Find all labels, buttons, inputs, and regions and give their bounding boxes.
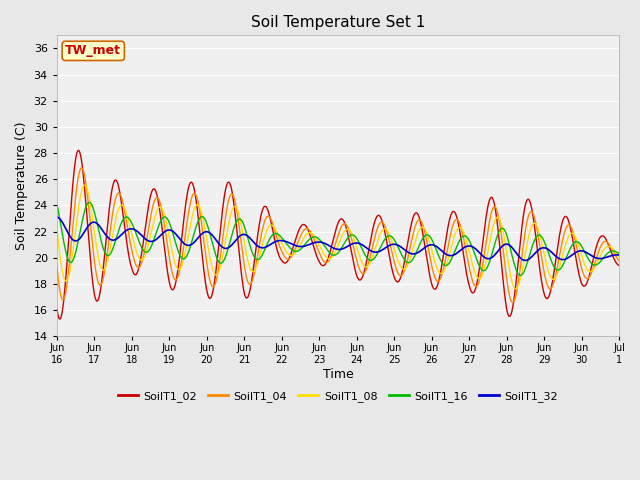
- SoilT1_16: [264, 240, 272, 245]
- SoilT1_32: [124, 227, 131, 233]
- Legend: SoilT1_02, SoilT1_04, SoilT1_08, SoilT1_16, SoilT1_32: SoilT1_02, SoilT1_04, SoilT1_08, SoilT1_…: [113, 387, 563, 407]
- SoilT1_16: [124, 215, 132, 220]
- SoilT1_32: [263, 243, 271, 249]
- SoilT1_02: [125, 253, 132, 259]
- SoilT1_08: [124, 216, 132, 222]
- SoilT1_08: [53, 227, 61, 232]
- SoilT1_16: [53, 202, 61, 207]
- SoilT1_02: [53, 306, 61, 312]
- SoilT1_16: [85, 200, 93, 205]
- SoilT1_16: [234, 216, 242, 222]
- Line: SoilT1_04: SoilT1_04: [57, 168, 640, 302]
- SoilT1_08: [453, 227, 461, 232]
- Line: SoilT1_02: SoilT1_02: [57, 150, 640, 319]
- SoilT1_04: [264, 213, 272, 219]
- Line: SoilT1_32: SoilT1_32: [57, 217, 640, 261]
- SoilT1_02: [287, 250, 295, 255]
- SoilT1_04: [453, 216, 461, 222]
- SoilT1_32: [419, 246, 427, 252]
- Line: SoilT1_08: SoilT1_08: [57, 185, 640, 289]
- SoilT1_04: [420, 224, 428, 230]
- SoilT1_02: [454, 219, 462, 225]
- SoilT1_02: [236, 249, 243, 255]
- SoilT1_04: [287, 255, 294, 261]
- SoilT1_04: [509, 300, 516, 305]
- SoilT1_32: [286, 240, 294, 246]
- SoilT1_32: [53, 214, 61, 220]
- SoilT1_08: [287, 252, 294, 258]
- SoilT1_16: [516, 273, 524, 278]
- SoilT1_08: [420, 225, 428, 230]
- SoilT1_32: [522, 258, 529, 264]
- SoilT1_08: [81, 182, 89, 188]
- SoilT1_32: [234, 235, 241, 241]
- Y-axis label: Soil Temperature (C): Soil Temperature (C): [15, 121, 28, 250]
- SoilT1_04: [78, 165, 86, 171]
- SoilT1_16: [453, 243, 461, 249]
- SoilT1_04: [53, 263, 61, 269]
- SoilT1_02: [265, 210, 273, 216]
- SoilT1_32: [452, 251, 460, 256]
- SoilT1_08: [512, 286, 520, 292]
- SoilT1_16: [287, 246, 294, 252]
- SoilT1_04: [124, 228, 132, 233]
- SoilT1_16: [420, 234, 428, 240]
- Title: Soil Temperature Set 1: Soil Temperature Set 1: [251, 15, 425, 30]
- SoilT1_08: [234, 209, 242, 215]
- SoilT1_04: [234, 217, 242, 223]
- Text: TW_met: TW_met: [65, 44, 121, 57]
- SoilT1_02: [56, 316, 64, 322]
- X-axis label: Time: Time: [323, 368, 353, 381]
- SoilT1_02: [420, 240, 428, 246]
- SoilT1_02: [75, 147, 83, 153]
- Line: SoilT1_16: SoilT1_16: [57, 203, 640, 276]
- SoilT1_08: [264, 225, 272, 231]
